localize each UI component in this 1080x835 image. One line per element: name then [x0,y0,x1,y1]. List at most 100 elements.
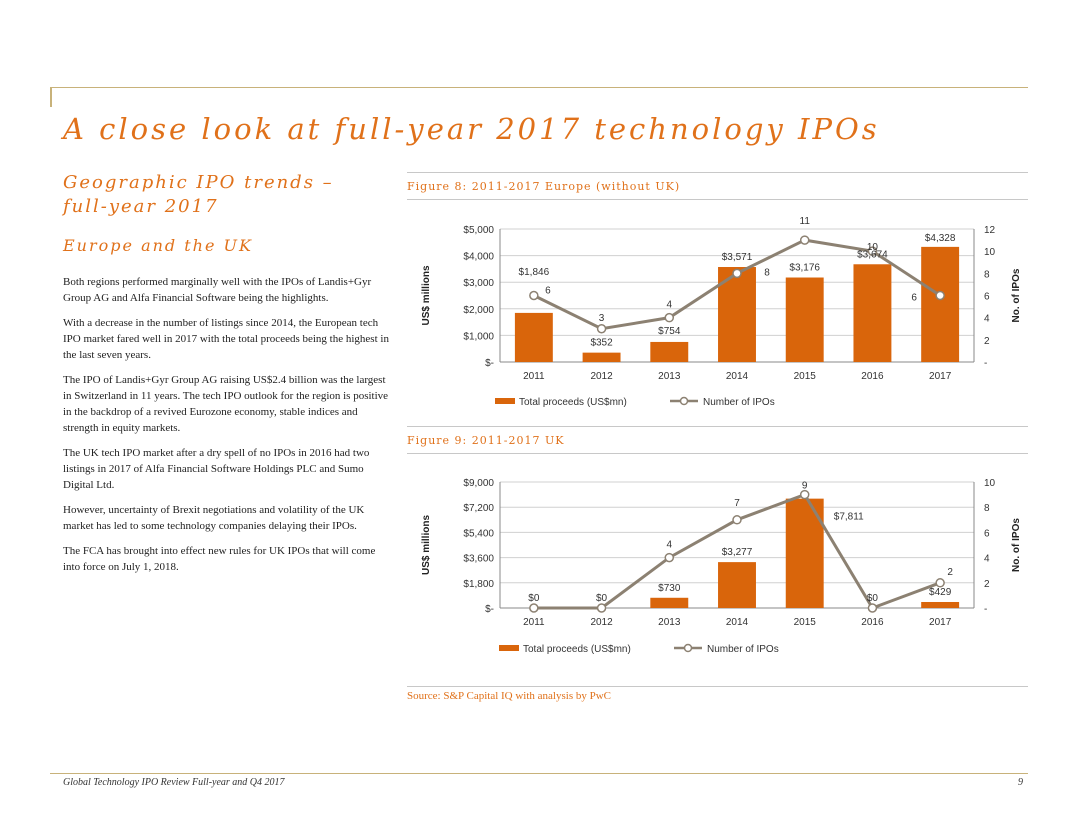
line-point [664,552,675,563]
line-data-label: 6 [545,286,551,297]
line-point [529,290,539,301]
line-point [732,268,742,279]
section-subtitle: Geographic IPO trends – full-year 2017 [63,172,334,217]
bar [853,264,892,362]
bar-data-label: $1,846 [519,267,550,278]
paragraph: Both regions performed marginally well w… [63,276,372,304]
bar [785,277,824,362]
line-point [799,489,810,500]
bar-data-label: $429 [929,587,952,598]
y2-tick-label: - [984,604,987,615]
paragraph: The FCA has brought into effect new rule… [63,545,376,573]
bar [582,352,621,362]
y2-axis-title: No. of IPOs [1011,518,1022,572]
y2-tick-label: 10 [984,478,996,489]
footer-rule [50,773,1028,774]
line-point [596,324,607,334]
line-point [664,312,675,323]
y2-tick-label: 2 [984,579,990,590]
figure-9-chart: $- $1,800 $3,600 $5,400 $7,200 $9,000 - 2 4 6 8 10 U… [421,478,1022,655]
legend-line-marker [683,643,693,653]
bar-data-label: $754 [658,326,681,337]
x-tick-label: 2014 [726,617,749,628]
y2-tick-label: 12 [984,225,996,236]
line-point [529,603,539,613]
footer-text: Global Technology IPO Review Full-year a… [63,777,285,788]
bar [650,341,689,362]
bar-data-label: $0 [528,593,540,604]
region-heading: Europe and the UK [63,236,253,255]
x-tick-label: 2015 [794,617,817,628]
bar [514,312,553,362]
line-data-label: 4 [667,540,673,551]
y-tick-label: $4,000 [463,252,494,263]
line-data-label: 8 [764,267,770,278]
y2-tick-label: 4 [984,554,990,565]
x-tick-label: 2016 [861,371,884,382]
y-axis-title: US$ millions [421,265,432,325]
line-point [935,578,945,588]
x-tick-label: 2017 [929,371,952,382]
paragraph: The IPO of Landis+Gyr Group AG raising U… [63,374,389,434]
legend-bar-swatch [495,398,515,404]
paragraph: However, uncertainty of Brexit negotiati… [63,504,365,532]
line-data-label: 11 [800,216,811,227]
line-point [867,603,878,613]
y2-tick-label: 6 [984,528,990,539]
source-note: Source: S&P Capital IQ with analysis by … [407,690,612,702]
bar-data-label: $3,277 [722,547,753,558]
page-title: A close look at full-year 2017 technolog… [63,112,880,146]
body-text: Both regions performed marginally well w… [63,274,389,584]
y-tick-label: $- [485,358,494,369]
bar [921,601,960,608]
figure-8-chart: $- $1,000 $2,000 $3,000 $4,000 $5,000 - 2 4 6 8 10 1… [421,216,1022,408]
y2-tick-label: - [984,358,987,369]
x-tick-label: 2011 [523,617,545,628]
bar-data-label: $730 [658,583,681,594]
y-tick-label: $3,000 [463,278,494,289]
y2-axis-title: No. of IPOs [1011,268,1022,322]
legend-line-marker [679,396,689,406]
bar-data-label: $3,176 [789,263,820,274]
y2-tick-label: 4 [984,314,990,325]
bar-data-label: $0 [596,593,608,604]
x-tick-label: 2013 [658,617,681,628]
y-tick-label: $3,600 [463,554,494,565]
bar [718,562,756,608]
paragraph: The UK tech IPO market after a dry spell… [63,447,370,491]
bar [921,246,960,362]
figure-9-title: Figure 9: 2011-2017 UK [407,426,1028,454]
bar-data-label: $3,674 [857,249,888,260]
y-tick-label: $- [485,604,494,615]
bar [650,597,689,608]
x-tick-label: 2014 [726,371,749,382]
y-tick-label: $5,000 [463,225,494,236]
y2-tick-label: 6 [984,292,990,303]
bar-data-label: $4,328 [925,233,956,244]
y-tick-label: $1,800 [463,579,494,590]
line-point [799,235,810,245]
line-data-label: 9 [802,481,808,492]
line-data-label: 10 [867,242,879,253]
bar-data-label: $3,571 [722,252,753,263]
x-tick-label: 2016 [861,617,884,628]
x-tick-label: 2012 [590,371,613,382]
bar-data-label: $7,811 [834,512,864,523]
source-rule [407,686,1028,687]
y-axis-title: US$ millions [421,515,432,575]
y2-tick-label: 2 [984,336,990,347]
y-tick-label: $7,200 [463,503,494,514]
line-point [596,603,607,613]
y-tick-label: $1,000 [463,331,494,342]
y2-tick-label: 10 [984,247,996,258]
legend-label: Number of IPOs [703,397,775,408]
legend-label: Total proceeds (US$mn) [519,397,627,408]
line-point [935,290,945,301]
line-data-label: 4 [667,300,673,311]
legend-label: Total proceeds (US$mn) [523,644,631,655]
line-data-label: 7 [734,498,740,509]
legend-bar-swatch [499,645,519,651]
x-tick-label: 2017 [929,617,952,628]
line-point [732,515,742,525]
line-data-label: 3 [599,313,605,324]
